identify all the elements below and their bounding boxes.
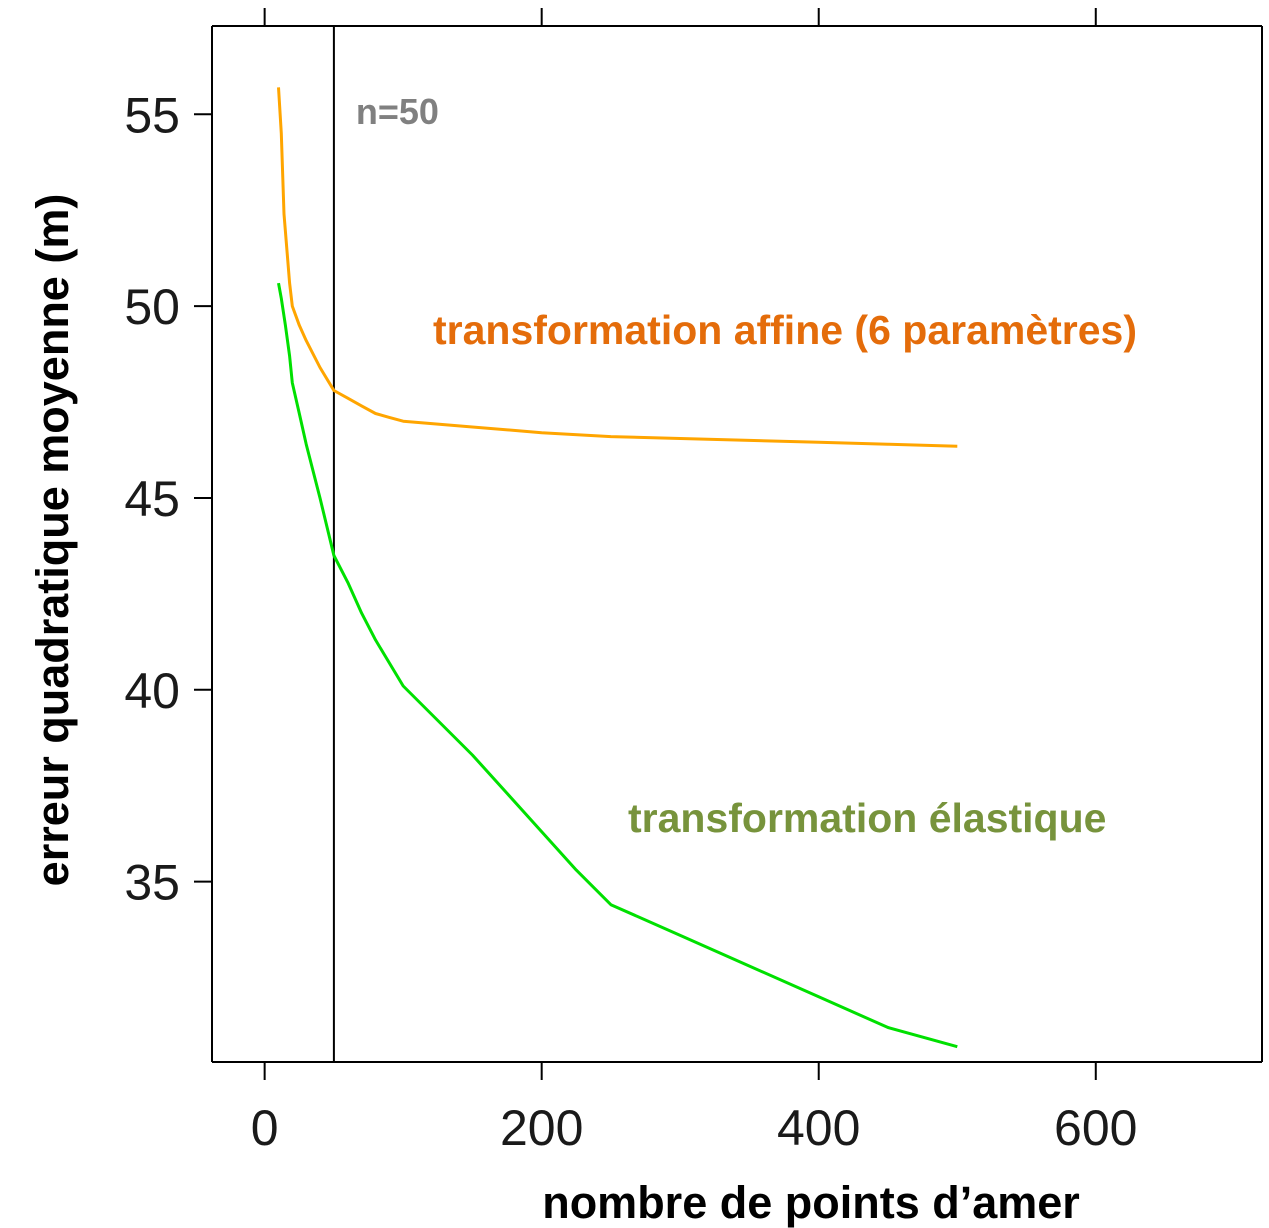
y-tick-label: 55 bbox=[124, 87, 180, 143]
series-label-affine: transformation affine (6 paramètres) bbox=[433, 307, 1137, 353]
y-axis-ticks: 35 40 45 50 55 bbox=[124, 87, 212, 911]
x-tick-label: 0 bbox=[251, 1100, 279, 1156]
y-tick-label: 45 bbox=[124, 471, 180, 527]
x-tick-label: 600 bbox=[1054, 1100, 1137, 1156]
y-tick-label: 40 bbox=[124, 663, 180, 719]
series-label-elastique: transformation élastique bbox=[628, 795, 1106, 841]
reference-line-label: n=50 bbox=[356, 91, 439, 132]
y-axis-title: erreur quadratique moyenne (m) bbox=[27, 194, 78, 887]
x-tick-label: 400 bbox=[777, 1100, 860, 1156]
x-axis-top-ticks bbox=[263, 8, 1097, 26]
x-axis-title: nombre de points d’amer bbox=[542, 1177, 1080, 1228]
y-tick-label: 35 bbox=[124, 855, 180, 911]
y-tick-label: 50 bbox=[124, 279, 180, 335]
x-axis-ticks: 0 200 400 600 bbox=[251, 1062, 1137, 1156]
series-line-elastique bbox=[277, 282, 958, 1049]
x-tick-label: 200 bbox=[500, 1100, 583, 1156]
series-line-affine bbox=[277, 87, 958, 448]
